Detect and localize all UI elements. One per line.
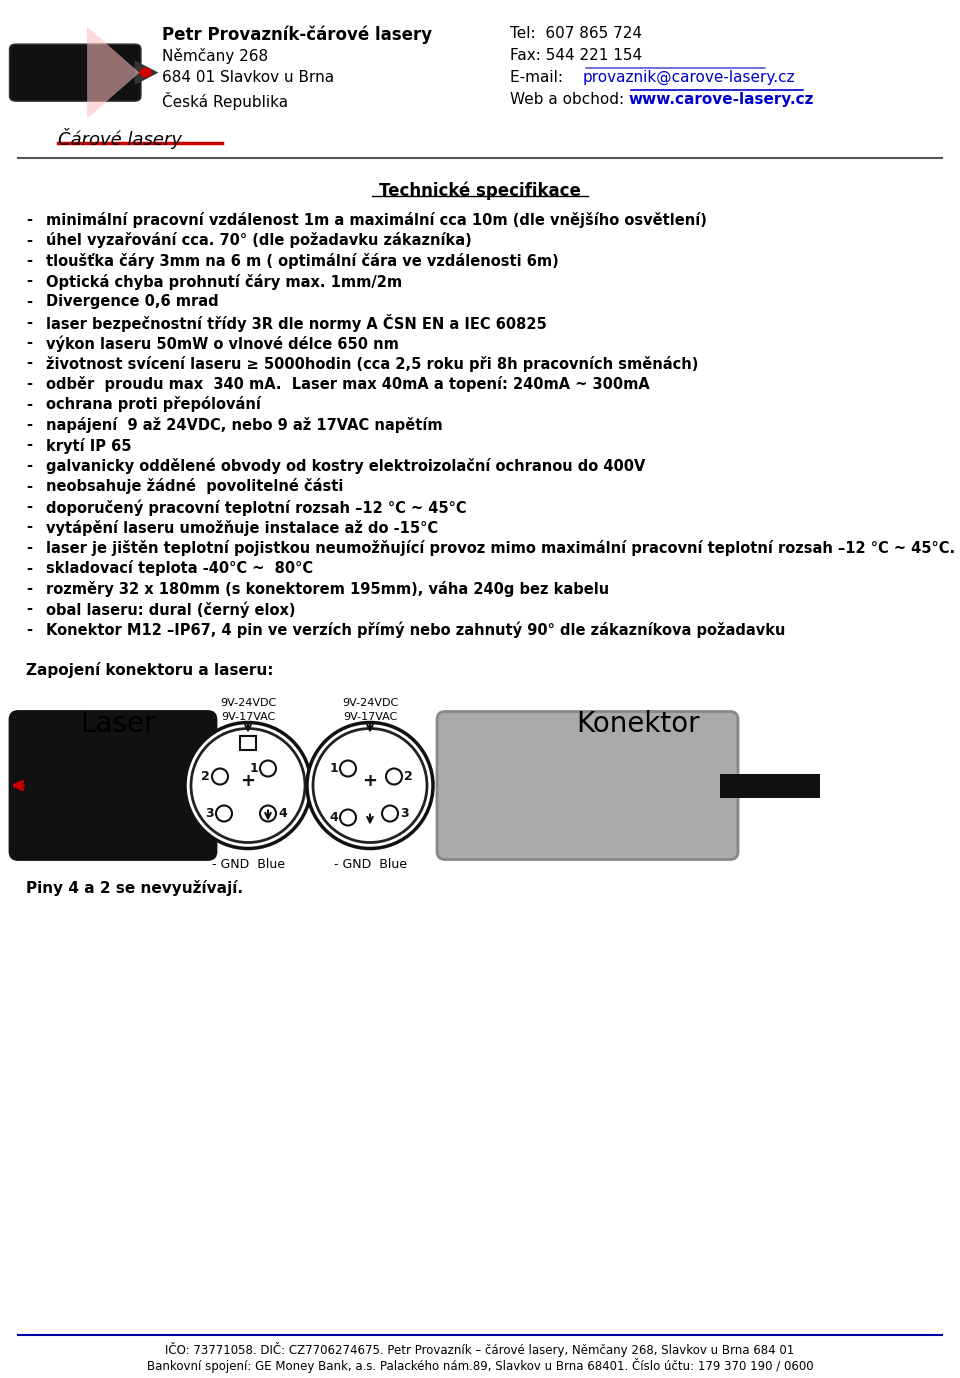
Text: výkon laseru 50mW o vlnové délce 650 nm: výkon laseru 50mW o vlnové délce 650 nm — [46, 335, 398, 351]
Circle shape — [185, 722, 311, 849]
Text: -: - — [26, 273, 32, 288]
Text: - GND  Blue: - GND Blue — [211, 858, 284, 871]
Text: Němčany 268: Němčany 268 — [162, 48, 268, 63]
Text: Zapojení konektoru a laseru:: Zapojení konektoru a laseru: — [26, 663, 274, 678]
Text: Čárové lasery: Čárové lasery — [58, 128, 182, 149]
Text: neobsahuje žádné  povolitelné části: neobsahuje žádné povolitelné části — [46, 478, 344, 495]
Text: 1: 1 — [329, 762, 338, 774]
Circle shape — [216, 806, 232, 821]
Text: -: - — [26, 376, 32, 391]
Text: Petr Provazník-čárové lasery: Petr Provazník-čárové lasery — [162, 26, 432, 44]
Text: obal laseru: dural (černý elox): obal laseru: dural (černý elox) — [46, 602, 296, 617]
Polygon shape — [134, 61, 158, 85]
Text: -: - — [26, 335, 32, 350]
Polygon shape — [87, 26, 139, 119]
Text: Fax: 544 221 154: Fax: 544 221 154 — [510, 48, 642, 63]
Text: -: - — [26, 437, 32, 452]
Text: Česká Republika: Česká Republika — [162, 92, 288, 110]
Text: Konektor: Konektor — [576, 711, 700, 739]
Text: -: - — [26, 457, 32, 473]
Text: úhel vyzařování cca. 70° (dle požadavku zákazníka): úhel vyzařování cca. 70° (dle požadavku … — [46, 233, 471, 248]
Text: 9V-17VAC: 9V-17VAC — [221, 711, 276, 722]
Circle shape — [260, 761, 276, 776]
Text: vytápění laseru umožňuje instalace až do -15°C: vytápění laseru umožňuje instalace až do… — [46, 520, 438, 536]
Text: životnost svícení laseru ≥ 5000hodin (cca 2,5 roku při 8h pracovních směnách): životnost svícení laseru ≥ 5000hodin (cc… — [46, 356, 698, 372]
Text: 4: 4 — [329, 812, 338, 824]
Text: laser bezpečnostní třídy 3R dle normy A ČSN EN a IEC 60825: laser bezpečnostní třídy 3R dle normy A … — [46, 314, 547, 332]
Text: -: - — [26, 254, 32, 267]
Text: 9V-24VDC: 9V-24VDC — [220, 699, 276, 708]
Text: minimální pracovní vzdálenost 1m a maximální cca 10m (dle vnějšího osvětlení): minimální pracovní vzdálenost 1m a maxim… — [46, 212, 707, 227]
Text: Tel:  607 865 724: Tel: 607 865 724 — [510, 26, 642, 41]
Circle shape — [307, 722, 433, 849]
Text: Technické specifikace: Technické specifikace — [379, 182, 581, 201]
Circle shape — [340, 761, 356, 776]
Text: 684 01 Slavkov u Brna: 684 01 Slavkov u Brna — [162, 70, 334, 85]
Text: -: - — [26, 520, 32, 535]
Text: odběr  proudu max  340 mA.  Laser max 40mA a topení: 240mA ~ 300mA: odběr proudu max 340 mA. Laser max 40mA … — [46, 376, 650, 391]
FancyBboxPatch shape — [240, 736, 256, 750]
Text: Divergence 0,6 mrad: Divergence 0,6 mrad — [46, 294, 219, 309]
Text: IČO: 73771058. DIČ: CZ7706274675. Petr Provazník – čárové lasery, Němčany 268, S: IČO: 73771058. DIČ: CZ7706274675. Petr P… — [165, 1342, 795, 1357]
Text: -: - — [26, 397, 32, 412]
Text: laser je jištěn teplotní pojistkou neumožňující provoz mimo maximální pracovní t: laser je jištěn teplotní pojistkou neumo… — [46, 540, 955, 555]
Text: 1: 1 — [250, 762, 258, 774]
Circle shape — [260, 806, 276, 821]
Text: -: - — [26, 561, 32, 576]
Text: -: - — [26, 356, 32, 371]
Text: -: - — [26, 233, 32, 248]
Text: E-mail:: E-mail: — [510, 70, 578, 85]
Text: 9V-24VDC: 9V-24VDC — [342, 699, 398, 708]
Text: www.carove-lasery.cz: www.carove-lasery.cz — [628, 92, 813, 107]
Text: -: - — [26, 621, 32, 637]
FancyBboxPatch shape — [10, 711, 216, 860]
Text: Piny 4 a 2 se nevyužívají.: Piny 4 a 2 se nevyužívají. — [26, 881, 243, 897]
Text: 4: 4 — [278, 808, 287, 820]
FancyBboxPatch shape — [10, 44, 141, 101]
Text: Bankovní spojení: GE Money Bank, a.s. Palackého nám.89, Slavkov u Brna 68401. Čí: Bankovní spojení: GE Money Bank, a.s. Pa… — [147, 1357, 813, 1372]
Text: -: - — [26, 602, 32, 616]
Text: -: - — [26, 499, 32, 514]
Text: Optická chyba prohnutí čáry max. 1mm/2m: Optická chyba prohnutí čáry max. 1mm/2m — [46, 273, 402, 289]
Text: skladovací teplota -40°C ~  80°C: skladovací teplota -40°C ~ 80°C — [46, 561, 313, 576]
Circle shape — [212, 769, 228, 784]
Text: provaznik@carove-lasery.cz: provaznik@carove-lasery.cz — [583, 70, 796, 85]
Text: -: - — [26, 540, 32, 555]
Circle shape — [139, 68, 152, 77]
Text: -: - — [26, 294, 32, 309]
Text: -: - — [26, 314, 32, 329]
Text: 3: 3 — [205, 808, 214, 820]
FancyBboxPatch shape — [720, 773, 820, 798]
Text: -: - — [26, 478, 32, 493]
Text: 9V-17VAC: 9V-17VAC — [343, 711, 397, 722]
Text: +: + — [241, 773, 255, 791]
Text: krytí IP 65: krytí IP 65 — [46, 437, 132, 453]
Text: napájení  9 až 24VDC, nebo 9 až 17VAC napětím: napájení 9 až 24VDC, nebo 9 až 17VAC nap… — [46, 418, 443, 433]
FancyBboxPatch shape — [437, 711, 738, 860]
Circle shape — [340, 809, 356, 825]
Text: Brown: Brown — [352, 725, 388, 734]
Text: -: - — [26, 418, 32, 431]
Text: 3: 3 — [400, 808, 409, 820]
Text: Web a obchod:: Web a obchod: — [510, 92, 634, 107]
Text: - GND  Blue: - GND Blue — [333, 858, 406, 871]
Text: galvanicky oddělené obvody od kostry elektroizolační ochranou do 400V: galvanicky oddělené obvody od kostry ele… — [46, 457, 645, 474]
Text: 2: 2 — [202, 770, 210, 783]
Text: tloušťka čáry 3mm na 6 m ( optimální čára ve vzdálenosti 6m): tloušťka čáry 3mm na 6 m ( optimální čár… — [46, 254, 559, 269]
Circle shape — [382, 806, 398, 821]
Text: +: + — [363, 773, 377, 791]
Text: -: - — [26, 582, 32, 597]
Text: doporučený pracovní teplotní rozsah –12 °C ~ 45°C: doporučený pracovní teplotní rozsah –12 … — [46, 499, 467, 515]
Text: Konektor M12 –IP67, 4 pin ve verzích přímý nebo zahnutý 90° dle zákazníkova poža: Konektor M12 –IP67, 4 pin ve verzích pří… — [46, 621, 785, 638]
Text: Laser: Laser — [81, 711, 156, 739]
Text: 2: 2 — [404, 770, 413, 783]
Circle shape — [386, 769, 402, 784]
Text: rozměry 32 x 180mm (s konektorem 195mm), váha 240g bez kabelu: rozměry 32 x 180mm (s konektorem 195mm),… — [46, 582, 610, 597]
Text: ochrana proti přepólování: ochrana proti přepólování — [46, 397, 261, 412]
Text: Brown: Brown — [230, 725, 266, 734]
Text: -: - — [26, 212, 32, 227]
